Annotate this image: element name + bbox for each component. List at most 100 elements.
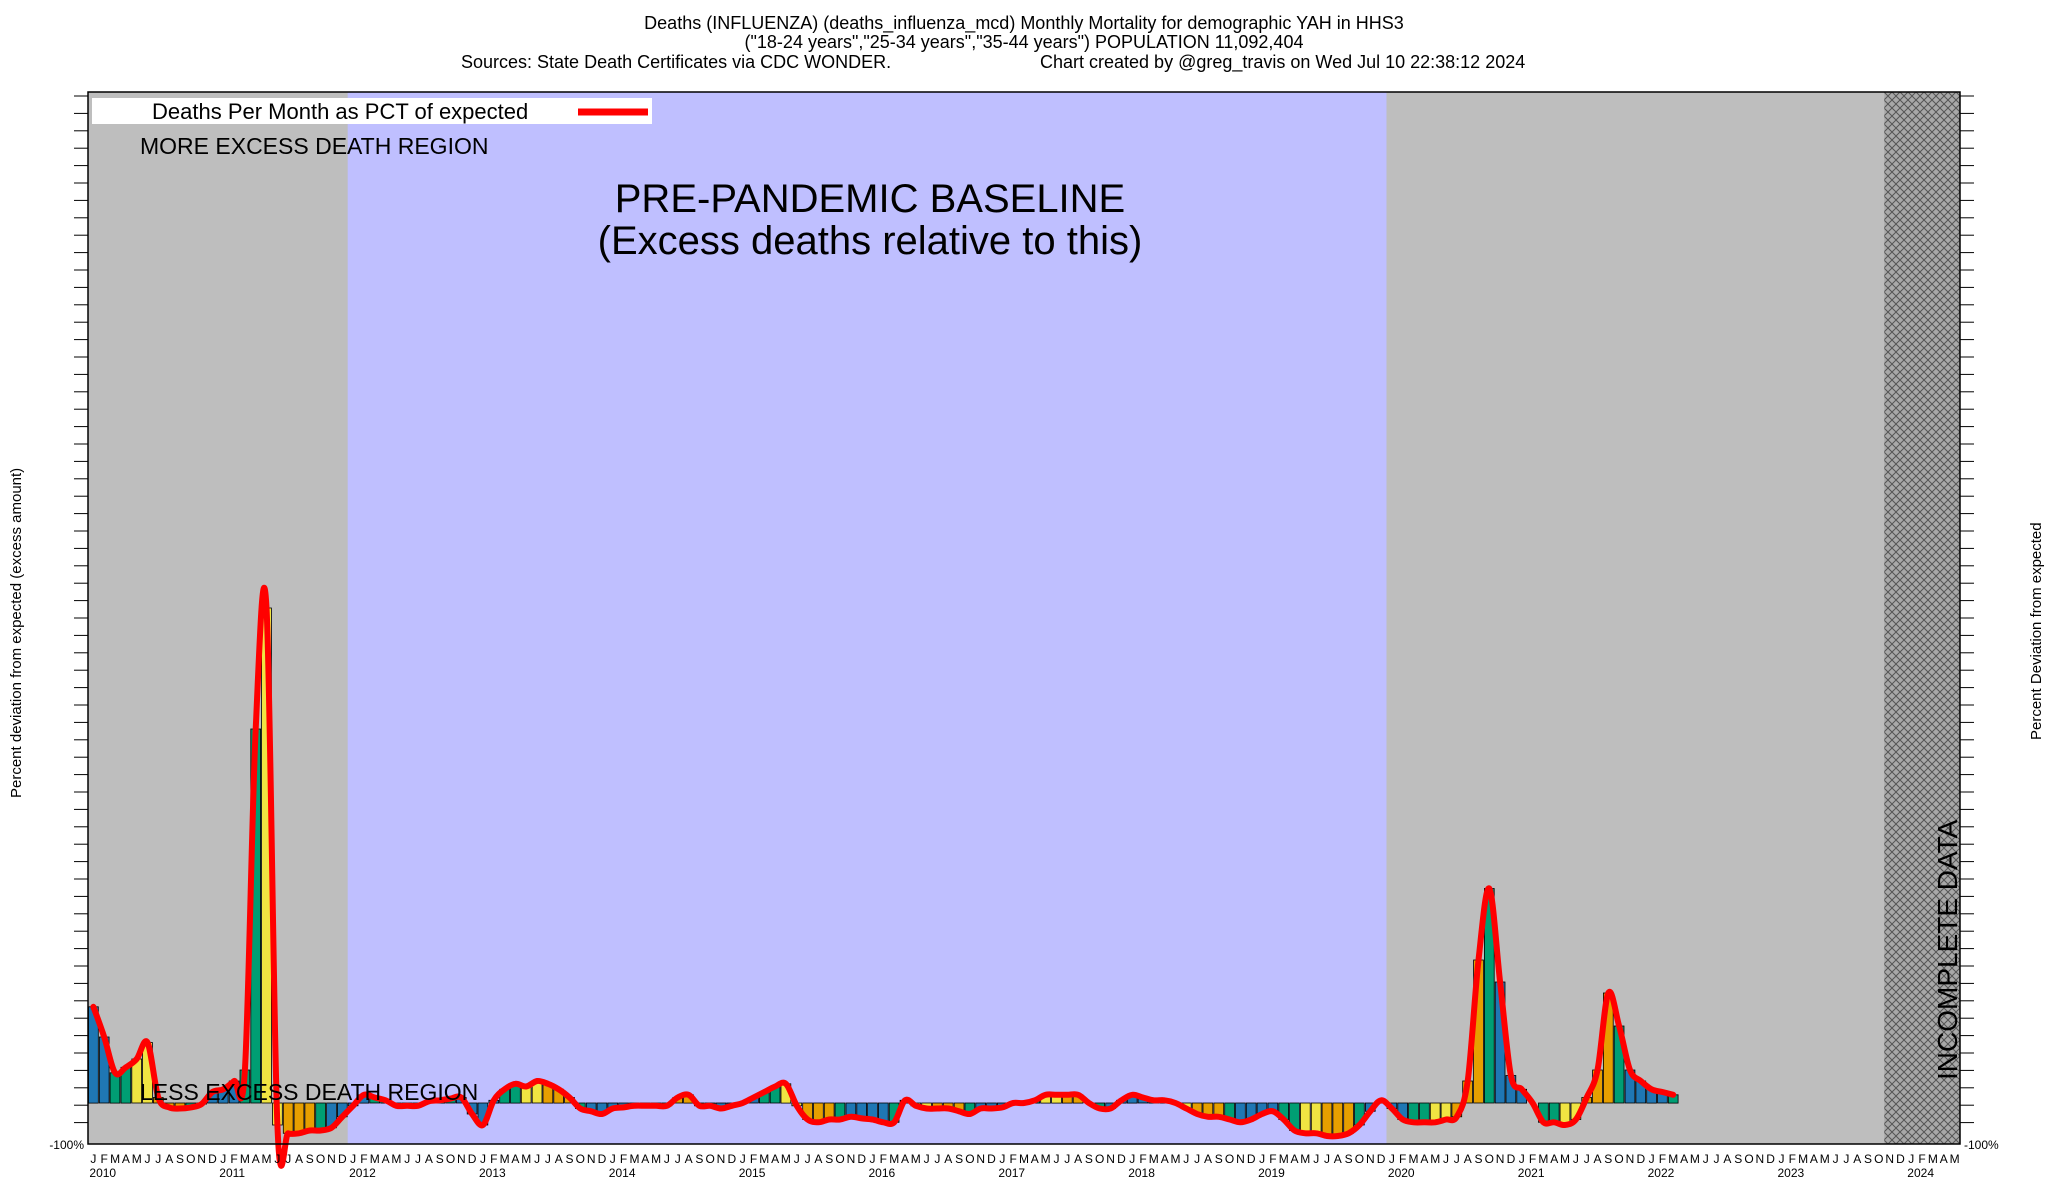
month-tick-label: M <box>1820 1152 1830 1166</box>
month-tick-label: M <box>1300 1152 1310 1166</box>
month-tick-label: J <box>1259 1152 1265 1166</box>
month-tick-label: S <box>1474 1152 1482 1166</box>
month-tick-label: A <box>122 1152 130 1166</box>
year-tick-label: 2016 <box>869 1166 896 1180</box>
month-tick-label: J <box>1714 1152 1720 1166</box>
month-tick-label: F <box>1010 1152 1017 1166</box>
month-tick-label: A <box>944 1152 952 1166</box>
month-tick-label: A <box>1031 1152 1039 1166</box>
month-tick-label: F <box>1399 1152 1406 1166</box>
month-tick-label: J <box>1324 1152 1330 1166</box>
month-tick-label: D <box>468 1152 477 1166</box>
month-tick-label: J <box>675 1152 681 1166</box>
month-tick-label: M <box>1560 1152 1570 1166</box>
month-tick-label: A <box>901 1152 909 1166</box>
month-tick-label: F <box>101 1152 108 1166</box>
sources-text: Sources: State Death Certificates via CD… <box>461 52 892 72</box>
month-tick-label: A <box>1204 1152 1212 1166</box>
month-tick-label: J <box>155 1152 161 1166</box>
month-tick-label: F <box>880 1152 887 1166</box>
month-tick-label: N <box>717 1152 726 1166</box>
month-tick-label: M <box>1171 1152 1181 1166</box>
month-tick-label: S <box>955 1152 963 1166</box>
year-tick-label: 2019 <box>1258 1166 1285 1180</box>
incomplete-label: INCOMPLETE DATA <box>1932 819 1963 1080</box>
month-tick-label: O <box>1874 1152 1883 1166</box>
credit-text: Chart created by @greg_travis on Wed Jul… <box>1040 52 1526 72</box>
month-tick-label: J <box>1129 1152 1135 1166</box>
month-tick-label: S <box>1604 1152 1612 1166</box>
month-tick-label: N <box>1755 1152 1764 1166</box>
month-tick-label: M <box>240 1152 250 1166</box>
bar <box>109 1072 121 1104</box>
month-tick-label: J <box>999 1152 1005 1166</box>
month-tick-label: F <box>230 1152 237 1166</box>
month-tick-label: A <box>1723 1152 1731 1166</box>
year-tick-label: 2011 <box>219 1166 245 1180</box>
month-tick-label: M <box>889 1152 899 1166</box>
month-tick-label: J <box>1779 1152 1785 1166</box>
legend-box <box>92 98 652 124</box>
month-tick-label: A <box>1420 1152 1428 1166</box>
month-tick-label: J <box>1064 1152 1070 1166</box>
month-tick-label: S <box>1085 1152 1093 1166</box>
bar <box>1321 1102 1333 1137</box>
title-line-1: Deaths (INFLUENZA) (deaths_influenza_mcd… <box>644 13 1404 33</box>
baseline-region <box>347 92 1387 1144</box>
month-tick-label: D <box>727 1152 736 1166</box>
month-tick-label: M <box>1279 1152 1289 1166</box>
month-tick-label: J <box>740 1152 746 1166</box>
month-tick-label: O <box>1095 1152 1104 1166</box>
month-tick-label: M <box>630 1152 640 1166</box>
month-tick-label: A <box>1334 1152 1342 1166</box>
line-layer <box>90 585 1677 1169</box>
month-tick-label: A <box>295 1152 303 1166</box>
month-tick-label: M <box>391 1152 401 1166</box>
bar <box>315 1102 326 1131</box>
month-tick-label: F <box>750 1152 757 1166</box>
month-tick-label: J <box>1833 1152 1839 1166</box>
month-tick-label: D <box>1507 1152 1516 1166</box>
month-tick-label: J <box>545 1152 551 1166</box>
month-tick-label: M <box>1928 1152 1938 1166</box>
month-tick-label: A <box>1810 1152 1818 1166</box>
bar <box>1332 1102 1344 1137</box>
month-tick-label: N <box>197 1152 206 1166</box>
month-tick-label: J <box>145 1152 151 1166</box>
month-tick-label: J <box>1194 1152 1200 1166</box>
month-tick-label: N <box>1885 1152 1894 1166</box>
month-tick-label: J <box>534 1152 540 1166</box>
month-tick-label: J <box>285 1152 291 1166</box>
month-tick-label: D <box>1636 1152 1645 1166</box>
month-tick-label: N <box>457 1152 466 1166</box>
month-tick-label: M <box>1950 1152 1960 1166</box>
month-tick-label: N <box>1236 1152 1245 1166</box>
month-tick-label: M <box>651 1152 661 1166</box>
month-tick-label: J <box>794 1152 800 1166</box>
month-tick-label: O <box>706 1152 715 1166</box>
month-tick-label: S <box>565 1152 573 1166</box>
month-tick-label: J <box>90 1152 96 1166</box>
month-tick-label: M <box>500 1152 510 1166</box>
month-tick-label: D <box>208 1152 217 1166</box>
month-tick-label: A <box>425 1152 433 1166</box>
month-tick-label: D <box>987 1152 996 1166</box>
month-tick-label: A <box>1853 1152 1861 1166</box>
series-line <box>90 585 1677 1169</box>
month-tick-label: N <box>1626 1152 1635 1166</box>
year-tick-label: 2023 <box>1778 1166 1805 1180</box>
month-tick-label: M <box>759 1152 769 1166</box>
legend-label: Deaths Per Month as PCT of expected <box>152 99 528 124</box>
month-tick-label: O <box>1485 1152 1494 1166</box>
month-tick-label: J <box>220 1152 226 1166</box>
month-tick-label: J <box>1519 1152 1525 1166</box>
month-tick-label: A <box>1593 1152 1601 1166</box>
month-tick-label: F <box>490 1152 497 1166</box>
month-tick-label: J <box>404 1152 410 1166</box>
month-tick-label: F <box>1139 1152 1146 1166</box>
month-tick-label: M <box>262 1152 272 1166</box>
month-tick-label: D <box>857 1152 866 1166</box>
month-tick-label: J <box>1584 1152 1590 1166</box>
